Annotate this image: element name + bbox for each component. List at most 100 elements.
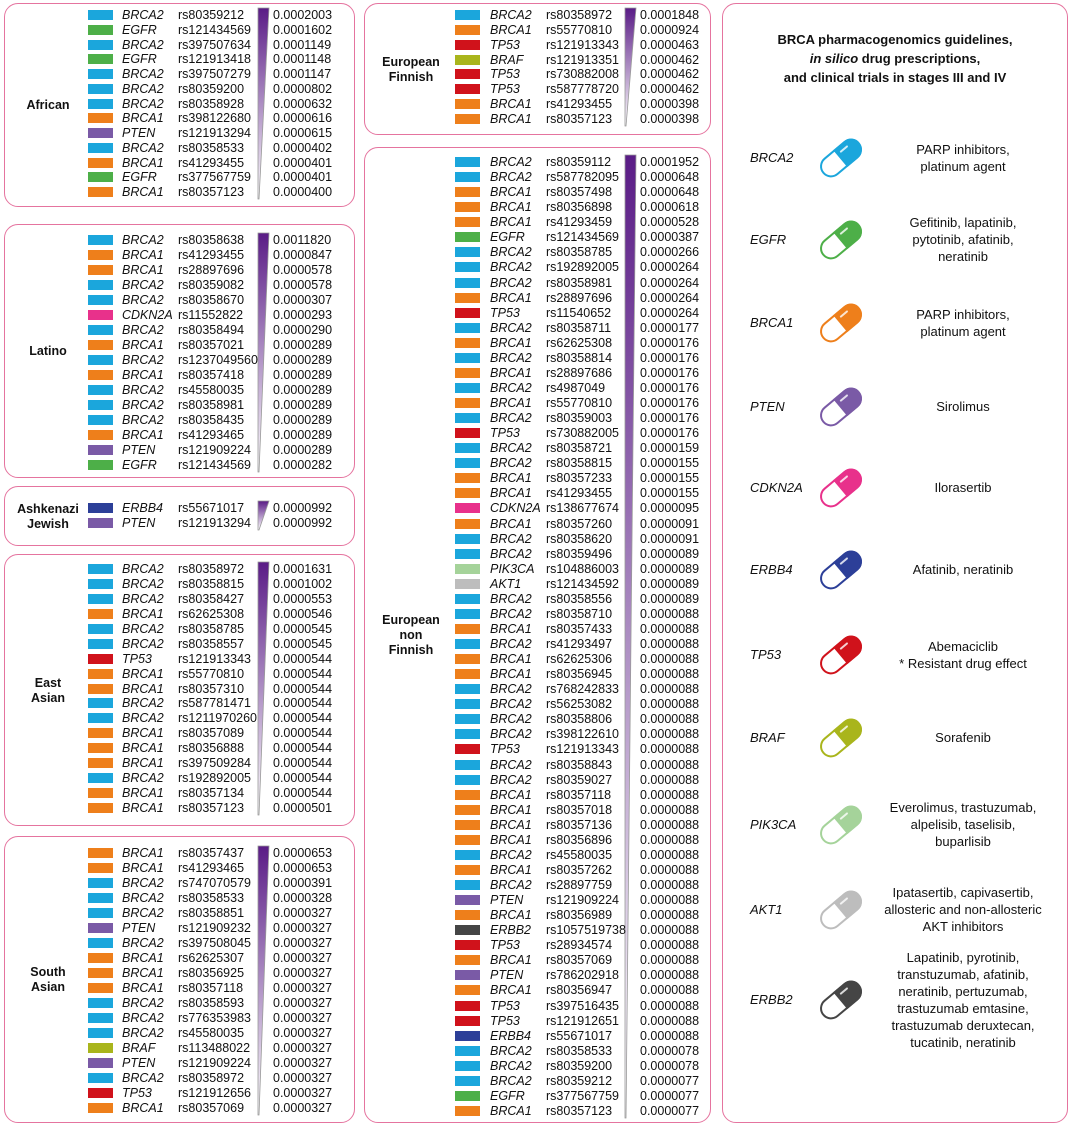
gene-name: BRCA1	[490, 787, 532, 802]
variant-id: rs80358710	[546, 606, 613, 621]
gene-swatch	[455, 789, 480, 800]
variant-id: rs587778720	[546, 82, 619, 97]
gene-swatch	[455, 593, 480, 604]
drug-text: Abemaciclib	[927, 638, 999, 654]
gene-name: BRCA1	[490, 862, 532, 877]
variant-id: rs121909224	[546, 893, 619, 908]
variant-id: rs80359112	[546, 155, 612, 169]
title-text: drug prescriptions,	[861, 51, 981, 66]
gene-swatch	[455, 955, 480, 966]
gene-swatch	[455, 503, 480, 514]
pill-icon	[820, 550, 862, 590]
variant-id: rs121913351	[546, 52, 619, 67]
allele-frequency: 0.0001148	[273, 52, 332, 67]
gene-swatch	[455, 307, 480, 318]
gene-name: BRCA1	[490, 200, 532, 215]
gene-swatch	[455, 774, 480, 785]
allele-frequency: 0.0000293	[273, 308, 333, 322]
allele-frequency: 0.0000544	[273, 666, 333, 681]
allele-frequency: 0.0000091	[640, 531, 700, 546]
gene-name: BRCA1	[490, 908, 532, 923]
drug-text: platinum agent	[920, 158, 1006, 174]
gene-swatch	[88, 187, 113, 197]
gene-swatch	[455, 413, 480, 424]
gene-swatch	[88, 39, 113, 50]
variant-id: rs80358785	[178, 621, 245, 636]
gene-swatch	[455, 654, 480, 665]
variant-id: rs1057519738	[546, 923, 626, 938]
variant-id: rs121912651	[546, 1013, 619, 1028]
pill-icon	[820, 635, 862, 675]
gene-name: BRCA2	[490, 727, 532, 742]
gene-swatch	[88, 788, 113, 799]
variant-id: rs45580035	[178, 383, 245, 397]
drug-text: PARP inhibitors,	[916, 141, 1010, 157]
allele-frequency: 0.0000289	[273, 428, 333, 442]
gene-name: BRCA1	[490, 486, 532, 501]
variant-id: rs80357118	[546, 787, 612, 802]
gene-name: TP53	[490, 37, 520, 52]
allele-frequency: 0.0000615	[273, 126, 333, 140]
allele-frequency: 0.0000088	[640, 1013, 700, 1028]
panel-box	[4, 3, 355, 207]
gene-name: BRCA2	[490, 531, 532, 546]
gene-name: BRCA1	[122, 966, 164, 980]
allele-frequency: 0.0000088	[640, 1028, 700, 1043]
allele-frequency: 0.0000088	[640, 621, 700, 636]
gene-swatch	[455, 382, 480, 393]
gene-swatch	[455, 322, 480, 333]
allele-frequency: 0.0000155	[640, 471, 700, 486]
gene-swatch	[455, 940, 480, 951]
gene-name: BRCA2	[122, 293, 164, 307]
gene-name: TP53	[490, 1013, 520, 1028]
variant-id: rs121913294	[178, 516, 251, 530]
allele-frequency: 0.0000155	[640, 486, 700, 501]
gene-name: BRCA1	[490, 335, 532, 350]
pill-icon	[820, 468, 862, 508]
gene-name: BRCA2	[490, 170, 532, 185]
gene-name: BRCA1	[490, 621, 532, 636]
frequency-wedge	[257, 500, 270, 531]
allele-frequency: 0.0000544	[273, 651, 333, 666]
gene-name: BRCA2	[490, 411, 532, 426]
gene-name: BRCA2	[490, 350, 532, 365]
allele-frequency: 0.0000653	[273, 846, 333, 860]
drug-text: trastuzumab deruxtecan,	[891, 1017, 1035, 1033]
population-name: European	[382, 54, 440, 69]
variant-id: rs587782095	[546, 170, 619, 185]
pill-half	[833, 805, 862, 835]
variant-id: rs397507634	[178, 37, 251, 52]
gene-swatch	[455, 925, 480, 936]
gene-name: BRAF	[490, 52, 524, 67]
gene-name: BRCA2	[490, 275, 532, 290]
variant-id: rs80357123	[178, 185, 245, 199]
gene-swatch	[455, 744, 480, 755]
variant-id: rs121909232	[178, 921, 251, 935]
variant-id: rs45580035	[178, 1026, 245, 1040]
variant-id: rs80357123	[546, 112, 613, 126]
gene-name: BRCA2	[490, 1043, 532, 1058]
gene-name: BRCA2	[490, 546, 532, 561]
gene-name: BRCA2	[122, 96, 164, 111]
gene-name: BRCA1	[122, 951, 164, 965]
pill-half	[833, 138, 862, 168]
pill-shine	[839, 310, 848, 318]
gene-swatch	[455, 639, 480, 650]
allele-frequency: 0.0000088	[640, 938, 700, 953]
allele-frequency: 0.0000289	[273, 383, 333, 397]
variant-id: rs80358851	[178, 906, 245, 920]
variant-id: rs80357134	[178, 786, 245, 801]
variant-id: rs1211970260	[178, 711, 258, 726]
gene-name: BRCA1	[122, 338, 164, 352]
gene-swatch	[455, 84, 480, 95]
gene-swatch	[455, 804, 480, 815]
allele-frequency: 0.0001149	[273, 37, 332, 52]
pill-icon	[820, 718, 862, 758]
allele-frequency: 0.0000391	[273, 876, 333, 890]
variant-id: rs730882005	[546, 426, 619, 441]
gene-name: AKT1	[490, 576, 522, 591]
variant-id: rs397507279	[178, 67, 251, 81]
pill-shine	[839, 987, 848, 995]
allele-frequency: 0.0000077	[640, 1073, 700, 1088]
allele-frequency: 0.0000088	[640, 968, 700, 983]
